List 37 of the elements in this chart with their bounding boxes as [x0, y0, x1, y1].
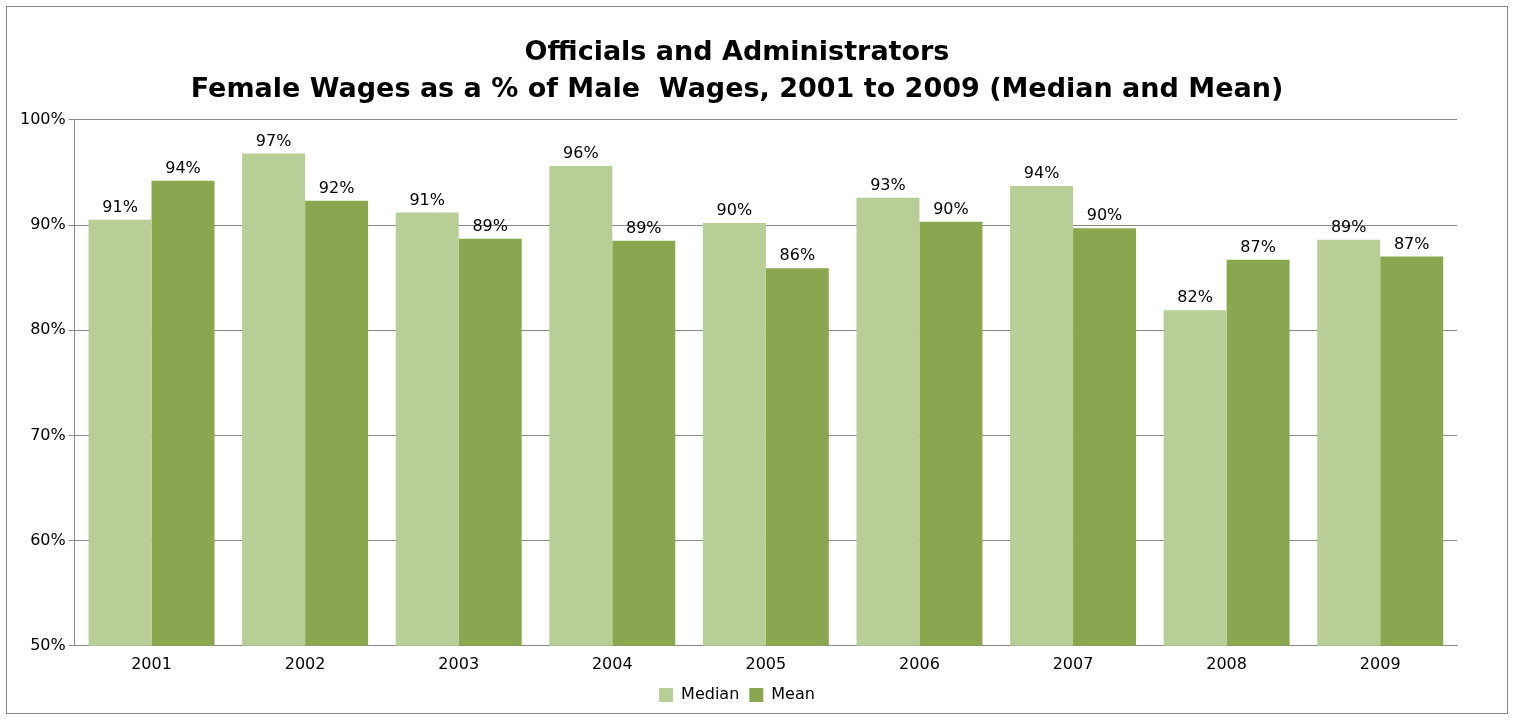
data-label: 91% — [409, 189, 445, 209]
data-label: 93% — [870, 174, 906, 194]
x-tick-label: 2009 — [1359, 653, 1401, 673]
data-label: 92% — [318, 177, 355, 197]
x-tick-label: 2007 — [1052, 653, 1094, 673]
legend-label: Median — [681, 684, 740, 704]
x-tick-label: 2008 — [1206, 653, 1247, 673]
data-label: 90% — [933, 199, 969, 218]
y-tick-label: 100% — [19, 108, 66, 128]
y-tick-label: 60% — [30, 529, 66, 549]
data-label: 89% — [472, 215, 508, 235]
y-tick-label: 80% — [30, 319, 66, 339]
x-tick-label: 2002 — [284, 653, 326, 673]
data-label: 82% — [1177, 287, 1213, 307]
data-label: 87% — [1240, 236, 1276, 256]
y-tick-label: 70% — [30, 424, 66, 444]
y-tick-label: 50% — [30, 634, 66, 654]
data-label: 96% — [563, 143, 599, 163]
data-label: 97% — [255, 130, 292, 150]
data-label: 90% — [1086, 205, 1123, 225]
x-tick-label: 2004 — [591, 653, 633, 673]
x-tick-label: 2003 — [438, 653, 480, 673]
data-label: 94% — [1023, 163, 1060, 183]
data-label: 86% — [779, 245, 816, 265]
chart-subtitle: Female Wages as a % of Male Wages, 2001 to 2009 (Median and Mean) — [190, 71, 1284, 103]
chart-title: Officials and Administrators — [524, 35, 950, 67]
x-tick-label: 2006 — [899, 653, 940, 673]
legend-label: Mean — [771, 684, 815, 704]
y-tick-label: 90% — [30, 214, 66, 234]
x-tick-label: 2001 — [131, 653, 172, 673]
data-label: 94% — [165, 157, 201, 177]
data-label: 89% — [625, 217, 662, 237]
data-label: 89% — [1330, 216, 1367, 236]
data-label: 91% — [102, 196, 138, 216]
data-label: 90% — [716, 200, 753, 220]
data-label: 87% — [1393, 233, 1430, 253]
x-tick-label: 2005 — [745, 653, 787, 673]
